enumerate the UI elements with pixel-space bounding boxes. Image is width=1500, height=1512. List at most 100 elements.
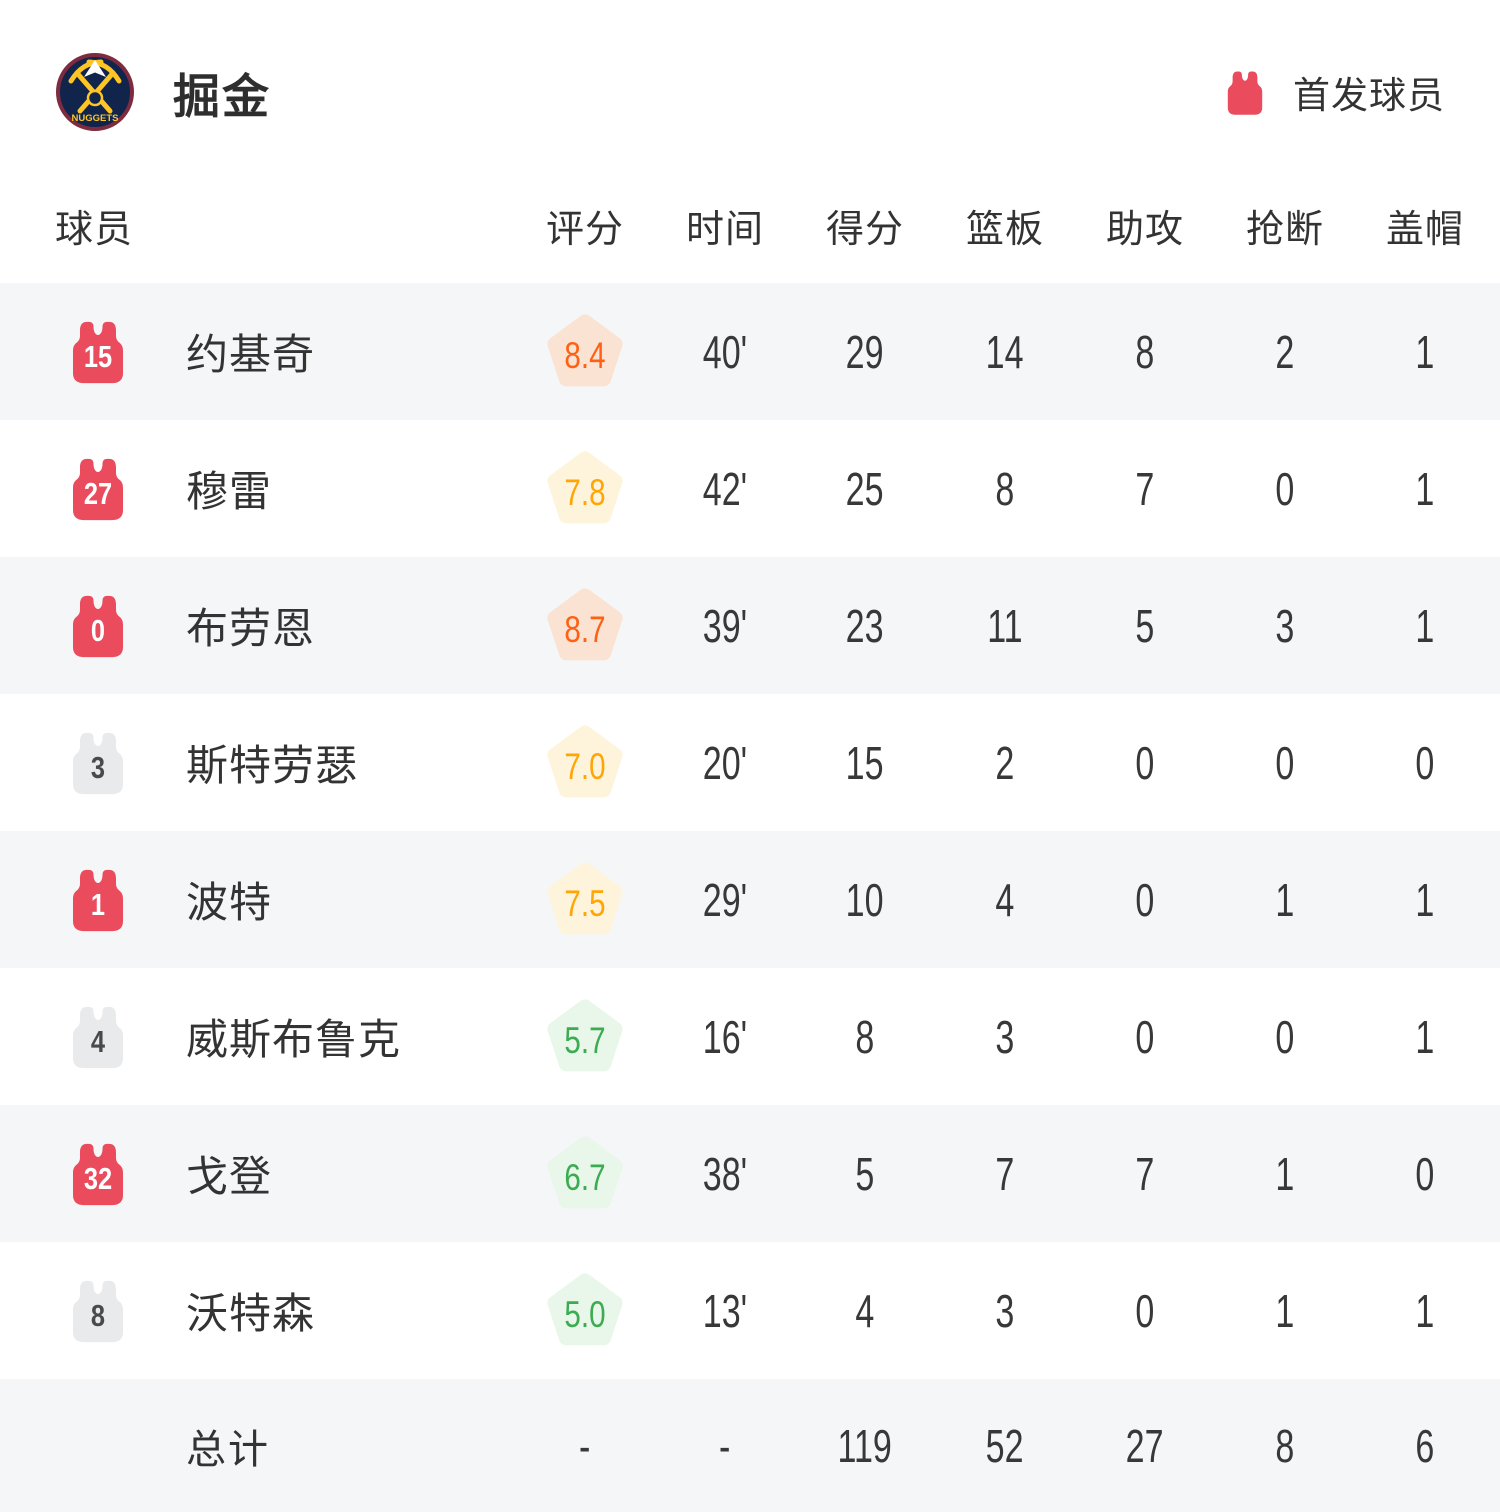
rating-value: 7.0 bbox=[564, 745, 606, 787]
rating-value: 8.4 bbox=[564, 334, 606, 376]
stat-points: 15 bbox=[846, 736, 884, 789]
rating-badge: 8.4 bbox=[545, 312, 625, 392]
table-header-row: 球员 评分 时间 得分 篮板 助攻 抢断 盖帽 bbox=[0, 134, 1500, 283]
player-name: 斯特劳瑟 bbox=[186, 742, 359, 789]
player-name: 穆雷 bbox=[186, 468, 273, 515]
rating-value: 8.7 bbox=[564, 608, 606, 650]
stat-blocks: 1 bbox=[1415, 325, 1435, 378]
jersey-number: 8 bbox=[90, 1298, 106, 1334]
table-row-player[interactable]: 0 布劳恩 8.7 39' 23 11 5 3 1 bbox=[0, 557, 1500, 694]
table-row-total: 总计 - - 119 52 27 8 6 bbox=[0, 1379, 1500, 1512]
team-name: 掘金 bbox=[173, 69, 271, 123]
stat-rebounds: 3 bbox=[995, 1010, 1015, 1063]
jersey-number: 27 bbox=[83, 476, 113, 512]
stat-assists: 0 bbox=[1135, 1284, 1155, 1337]
player-name: 波特 bbox=[186, 879, 273, 926]
stat-assists: 8 bbox=[1135, 325, 1155, 378]
col-header-rating: 评分 bbox=[545, 209, 624, 251]
jersey-icon: 1 bbox=[66, 865, 130, 935]
total-blocks: 6 bbox=[1415, 1419, 1435, 1472]
table-row-player[interactable]: 1 波特 7.5 29' 10 4 0 1 1 bbox=[0, 831, 1500, 968]
stat-rebounds: 4 bbox=[995, 873, 1015, 926]
stat-assists: 7 bbox=[1135, 1147, 1155, 1200]
jersey-number: 4 bbox=[90, 1024, 106, 1060]
table-row-player[interactable]: 8 沃特森 5.0 13' 4 3 0 1 1 bbox=[0, 1242, 1500, 1379]
stat-points: 10 bbox=[846, 873, 884, 926]
stat-time: 40' bbox=[702, 325, 748, 378]
total-assists: 27 bbox=[1126, 1419, 1164, 1472]
stat-time: 20' bbox=[702, 736, 748, 789]
total-time: - bbox=[719, 1419, 731, 1472]
rating-value: 7.5 bbox=[564, 882, 606, 924]
player-name: 布劳恩 bbox=[186, 605, 316, 652]
starter-jersey-icon bbox=[1223, 68, 1267, 116]
jersey-icon: 27 bbox=[66, 454, 130, 524]
stat-rebounds: 8 bbox=[995, 462, 1015, 515]
col-header-steals: 抢断 bbox=[1245, 209, 1324, 251]
stat-blocks: 0 bbox=[1415, 1147, 1435, 1200]
stat-points: 25 bbox=[846, 462, 884, 515]
stat-assists: 5 bbox=[1135, 599, 1155, 652]
col-header-time: 时间 bbox=[685, 209, 764, 251]
table-row-player[interactable]: 4 威斯布鲁克 5.7 16' 8 3 0 0 1 bbox=[0, 968, 1500, 1105]
table-row-player[interactable]: 32 戈登 6.7 38' 5 7 7 1 0 bbox=[0, 1105, 1500, 1242]
rating-badge: 7.5 bbox=[545, 860, 625, 940]
team-block: NUGGETS 掘金 bbox=[55, 52, 271, 132]
stat-assists: 0 bbox=[1135, 1010, 1155, 1063]
stat-steals: 3 bbox=[1275, 599, 1295, 652]
stat-points: 5 bbox=[855, 1147, 875, 1200]
rating-badge: 6.7 bbox=[545, 1134, 625, 1214]
player-name: 约基奇 bbox=[186, 331, 316, 378]
stat-assists: 0 bbox=[1135, 736, 1155, 789]
rating-badge: 5.7 bbox=[545, 997, 625, 1077]
table-row-player[interactable]: 27 穆雷 7.8 42' 25 8 7 0 1 bbox=[0, 420, 1500, 557]
rating-badge: 5.0 bbox=[545, 1271, 625, 1351]
table-row-player[interactable]: 3 斯特劳瑟 7.0 20' 15 2 0 0 0 bbox=[0, 694, 1500, 831]
jersey-icon: 32 bbox=[66, 1139, 130, 1209]
nuggets-logo-icon: NUGGETS bbox=[55, 52, 135, 132]
stat-steals: 2 bbox=[1275, 325, 1295, 378]
jersey-icon: 15 bbox=[66, 317, 130, 387]
stat-steals: 0 bbox=[1275, 462, 1295, 515]
starter-legend: 首发球员 bbox=[1223, 65, 1445, 119]
stat-steals: 0 bbox=[1275, 1010, 1295, 1063]
stat-steals: 1 bbox=[1275, 873, 1295, 926]
stat-points: 4 bbox=[855, 1284, 875, 1337]
total-points: 119 bbox=[837, 1419, 893, 1472]
stat-time: 39' bbox=[702, 599, 748, 652]
stat-blocks: 1 bbox=[1415, 873, 1435, 926]
team-header: NUGGETS 掘金 首发球员 bbox=[0, 0, 1500, 134]
total-label: 总计 bbox=[186, 1427, 270, 1472]
stat-time: 29' bbox=[702, 873, 748, 926]
starter-legend-label: 首发球员 bbox=[1293, 75, 1445, 116]
col-header-blocks: 盖帽 bbox=[1385, 209, 1464, 251]
table-row-player[interactable]: 15 约基奇 8.4 40' 29 14 8 2 1 bbox=[0, 283, 1500, 420]
stat-steals: 1 bbox=[1275, 1284, 1295, 1337]
stat-steals: 1 bbox=[1275, 1147, 1295, 1200]
stat-rebounds: 7 bbox=[995, 1147, 1015, 1200]
jersey-icon: 8 bbox=[66, 1276, 130, 1346]
player-table: 15 约基奇 8.4 40' 29 14 8 2 1 27 穆雷 7.8 42'… bbox=[0, 283, 1500, 1512]
col-header-player: 球员 bbox=[55, 209, 134, 251]
stat-rebounds: 14 bbox=[986, 325, 1024, 378]
stat-blocks: 1 bbox=[1415, 599, 1435, 652]
total-rating: - bbox=[579, 1419, 591, 1472]
rating-value: 6.7 bbox=[564, 1156, 606, 1198]
rating-badge: 8.7 bbox=[545, 586, 625, 666]
jersey-icon: 4 bbox=[66, 1002, 130, 1072]
col-header-rebounds: 篮板 bbox=[965, 209, 1044, 251]
jersey-number: 1 bbox=[90, 887, 106, 923]
stat-steals: 0 bbox=[1275, 736, 1295, 789]
rating-badge: 7.8 bbox=[545, 449, 625, 529]
stat-time: 16' bbox=[702, 1010, 748, 1063]
stat-points: 29 bbox=[846, 325, 884, 378]
player-name: 戈登 bbox=[186, 1153, 273, 1200]
rating-badge: 7.0 bbox=[545, 723, 625, 803]
stat-points: 8 bbox=[855, 1010, 875, 1063]
col-header-points: 得分 bbox=[825, 209, 904, 251]
jersey-number: 32 bbox=[83, 1161, 113, 1197]
stat-blocks: 1 bbox=[1415, 462, 1435, 515]
stat-time: 42' bbox=[702, 462, 748, 515]
stat-assists: 7 bbox=[1135, 462, 1155, 515]
stat-assists: 0 bbox=[1135, 873, 1155, 926]
